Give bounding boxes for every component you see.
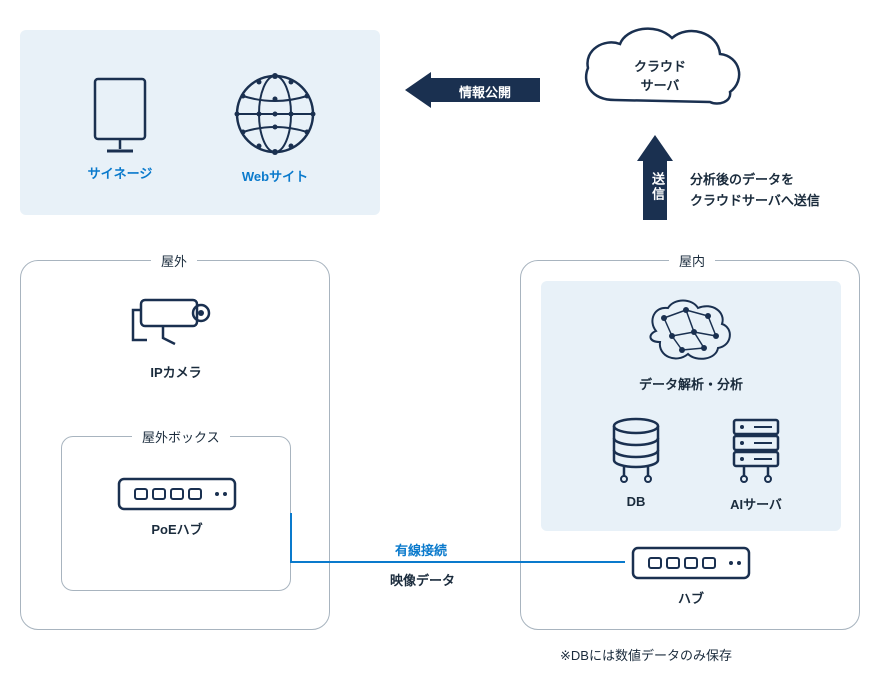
send-side-text-1: 分析後のデータを [690,172,794,187]
output-panel: サイネージ [20,30,380,215]
website-label: Webサイト [242,166,308,185]
monitor-icon [89,75,151,155]
brain-label: データ解析・分析 [639,374,743,393]
wired-connection-stub [290,513,292,563]
outdoor-title: 屋外 [151,251,197,270]
ai-node: AIサーバ [711,416,801,513]
poe-hub-icon [117,477,237,511]
wired-bottom-label: 映像データ [390,570,455,589]
camera-label: IPカメラ [150,362,201,381]
indoor-title: 屋内 [669,251,715,270]
outdoor-inner-box: 屋外ボックス PoEハブ [61,436,291,591]
ai-label: AIサーバ [730,494,782,513]
poe-label: PoEハブ [151,519,202,538]
hub-icon [631,546,751,580]
outdoor-inner-title: 屋外ボックス [132,427,230,446]
signage-node: サイネージ [75,75,165,182]
wired-top-label: 有線接続 [395,540,447,559]
wired-connection-line [290,561,625,563]
publish-arrow-label: 情報公開 [440,82,530,101]
hub-label: ハブ [678,588,704,607]
indoor-panel: 屋内 データ解析・分析 [520,260,860,630]
send-side-text-2: クラウドサーバへ送信 [690,193,820,208]
camera-node: IPカメラ [116,296,236,381]
send-side-text: 分析後のデータを クラウドサーバへ送信 [690,170,820,212]
footnote: ※DBには数値データのみ保存 [560,645,732,664]
brain-network-icon [636,296,746,366]
outdoor-panel: 屋外 IPカメラ 屋外ボックス [20,260,330,630]
camera-icon [131,296,221,354]
globe-network-icon [231,70,319,158]
website-node: Webサイト [215,70,335,185]
hub-node: ハブ [626,546,756,607]
server-icon [726,416,786,486]
cloud-label-1: クラウド [570,56,750,75]
cloud-label-2: サーバ [570,75,750,94]
db-label: DB [627,494,646,509]
database-icon [606,416,666,486]
analysis-panel: データ解析・分析 DB [541,281,841,531]
brain-node: データ解析・分析 [626,296,756,393]
signage-label: サイネージ [88,163,153,182]
db-node: DB [596,416,676,509]
cloud-node: クラウド サーバ [570,20,750,120]
poe-node: PoEハブ [112,477,242,538]
send-arrow-label: 送信 [643,172,667,202]
